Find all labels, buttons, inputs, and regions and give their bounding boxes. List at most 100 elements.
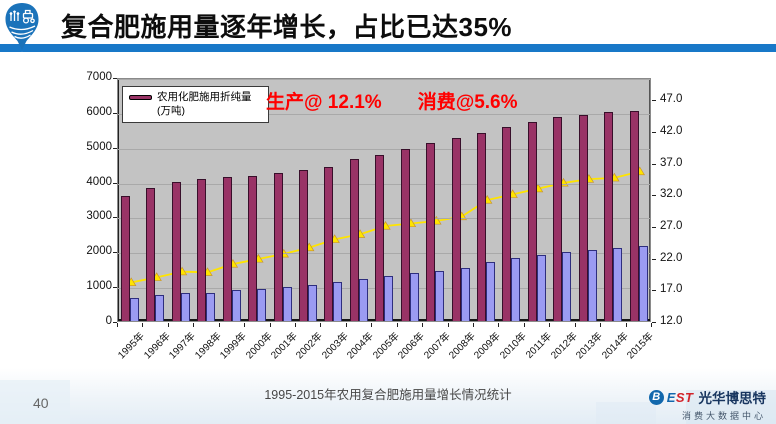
- bar-total-fertilizer: [349, 159, 359, 321]
- left-axis-label: 2000: [86, 245, 112, 258]
- gridline: [118, 148, 650, 150]
- bar-compound-fertilizer: [231, 290, 241, 321]
- left-axis-label: 7000: [86, 71, 112, 83]
- bar-compound-fertilizer: [511, 258, 521, 321]
- right-axis-line: [649, 79, 650, 321]
- right-axis-label: 42.0: [660, 124, 683, 137]
- x-axis-tick: [117, 323, 118, 327]
- consumption-growth-label: 消费@5.6%: [417, 92, 518, 113]
- x-axis-label: 1996年: [142, 330, 173, 362]
- x-axis-tick: [498, 323, 500, 327]
- left-axis-label: 6000: [86, 105, 112, 118]
- x-axis-tick: [600, 323, 602, 327]
- best-logo-text: EST: [666, 389, 694, 405]
- bar-compound-fertilizer: [180, 293, 190, 321]
- right-axis-tick: [652, 226, 656, 228]
- growth-rate-annotations: 生产@ 12.1% 消费@5.6%: [266, 87, 518, 114]
- bar-compound-fertilizer: [562, 251, 572, 321]
- x-axis-tick: [244, 323, 246, 327]
- bar-total-fertilizer: [400, 149, 410, 321]
- x-axis-tick: [295, 323, 296, 327]
- right-axis-label: 12.0: [660, 315, 683, 327]
- bar-compound-fertilizer: [308, 284, 317, 321]
- bar-total-fertilizer: [553, 117, 563, 321]
- company-subtitle: 消费大数据中心: [681, 411, 766, 421]
- right-axis-label: 47.0: [660, 93, 683, 106]
- bar-total-fertilizer: [299, 169, 308, 321]
- right-axis-tick: [652, 290, 656, 292]
- x-axis-label: 2013年: [574, 330, 606, 362]
- x-axis-tick: [371, 323, 373, 327]
- x-axis-tick: [396, 323, 398, 327]
- bar-compound-fertilizer: [257, 289, 267, 321]
- x-axis-label: 2000年: [243, 330, 275, 362]
- x-axis-tick: [651, 323, 652, 327]
- production-growth-label: 生产@ 12.1%: [266, 92, 382, 113]
- x-axis-tick: [523, 323, 525, 327]
- cityscape-background: [0, 368, 776, 424]
- bar-total-fertilizer: [171, 182, 181, 321]
- bar-total-fertilizer: [248, 176, 258, 321]
- left-axis-tick: [113, 287, 117, 289]
- left-axis-tick: [113, 112, 117, 114]
- x-axis-label: 2001年: [269, 330, 300, 362]
- bar-compound-fertilizer: [638, 245, 648, 321]
- x-axis-label: 2006年: [396, 330, 428, 362]
- x-axis-tick: [549, 323, 551, 327]
- right-axis-label: 37.0: [660, 156, 683, 169]
- left-axis-line: [118, 79, 119, 321]
- x-axis-label: 1995年: [116, 330, 148, 362]
- bar-total-fertilizer: [121, 195, 130, 321]
- chart-legend: 农用化肥施用折纯量(万吨): [122, 86, 269, 124]
- x-axis-label: 2007年: [421, 330, 453, 362]
- gridline: [118, 79, 650, 80]
- bar-total-fertilizer: [222, 177, 232, 321]
- bar-compound-fertilizer: [130, 297, 139, 321]
- best-logo-icon: B: [648, 389, 664, 405]
- x-axis-label: 2008年: [447, 330, 478, 362]
- x-axis-tick: [269, 323, 271, 327]
- bar-total-fertilizer: [451, 138, 461, 321]
- bar-compound-fertilizer: [536, 254, 546, 321]
- right-axis-label: 22.0: [660, 251, 683, 264]
- gridline: [118, 113, 650, 115]
- bar-compound-fertilizer: [282, 286, 292, 321]
- x-axis-label: 2012年: [549, 330, 580, 362]
- bar-total-fertilizer: [502, 127, 512, 321]
- right-axis-tick: [652, 258, 656, 260]
- background-building-left: [0, 380, 70, 424]
- left-axis-label: 0: [105, 315, 112, 327]
- bar-total-fertilizer: [527, 122, 537, 321]
- bar-total-fertilizer: [146, 187, 156, 321]
- x-axis-label: 2014年: [599, 330, 631, 362]
- left-axis-tick: [113, 217, 117, 219]
- left-axis-label: 5000: [86, 140, 112, 153]
- x-axis-tick: [345, 323, 347, 327]
- chart-caption: 1995-2015年农用复合肥施用量增长情况统计: [264, 388, 512, 402]
- right-axis-tick: [652, 195, 656, 197]
- bar-compound-fertilizer: [333, 282, 343, 321]
- bar-total-fertilizer: [578, 114, 588, 321]
- x-axis-tick: [574, 323, 576, 327]
- x-axis-tick: [625, 323, 627, 327]
- bar-compound-fertilizer: [358, 279, 368, 321]
- page-title: 复合肥施用量逐年增长，占比已达35%: [61, 12, 513, 42]
- x-axis-label: 1997年: [167, 330, 199, 362]
- bar-compound-fertilizer: [435, 271, 445, 321]
- x-axis-label: 2003年: [320, 330, 351, 362]
- page-number: 40: [33, 395, 49, 411]
- legend-swatch-total-fertilizer: [129, 95, 152, 100]
- x-axis-tick: [193, 323, 195, 327]
- x-axis-label: 2015年: [625, 330, 656, 362]
- x-axis-label: 2004年: [345, 330, 377, 362]
- bar-compound-fertilizer: [486, 261, 495, 321]
- bar-total-fertilizer: [197, 178, 207, 321]
- bar-total-fertilizer: [426, 142, 436, 321]
- right-axis-tick: [652, 322, 656, 323]
- x-axis-label: 2009年: [472, 330, 504, 362]
- background-building-right: [686, 390, 776, 424]
- bar-total-fertilizer: [273, 172, 283, 321]
- x-axis-tick: [422, 323, 424, 327]
